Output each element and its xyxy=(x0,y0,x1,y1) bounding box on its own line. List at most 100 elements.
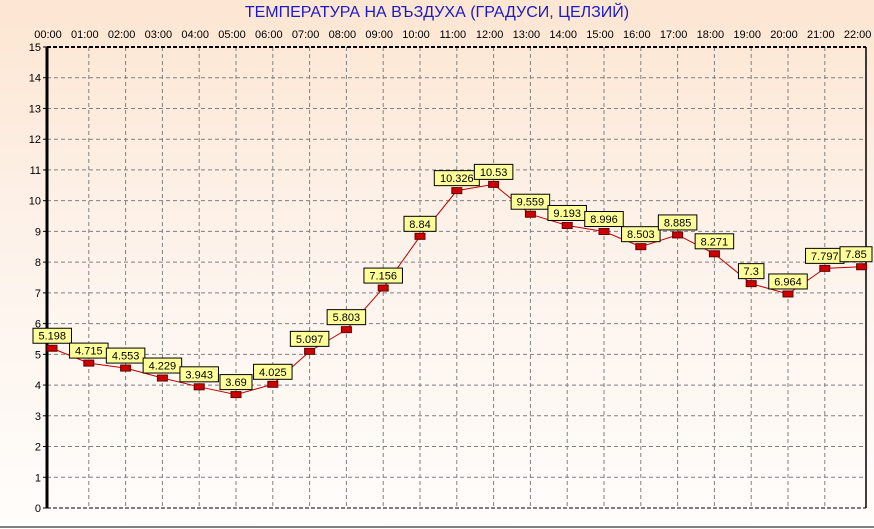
data-point xyxy=(672,231,684,239)
y-tick-label: 15 xyxy=(29,42,41,54)
data-label-box xyxy=(694,233,735,250)
y-tick-label: 12 xyxy=(29,134,41,146)
x-tick-label: 21:00 xyxy=(807,29,835,41)
data-label-box xyxy=(142,357,183,374)
data-label-box xyxy=(32,327,72,344)
data-label: 3.69 xyxy=(225,377,246,389)
x-tick-label: 15:00 xyxy=(586,29,614,41)
data-label: 10.53 xyxy=(480,167,508,179)
data-label-box xyxy=(621,226,661,243)
x-tick-label: 00:00 xyxy=(34,29,62,41)
data-label-box xyxy=(105,347,146,364)
data-point xyxy=(856,263,868,271)
data-point xyxy=(304,347,316,355)
data-point xyxy=(46,344,58,352)
data-point xyxy=(377,284,389,292)
x-tick-label: 01:00 xyxy=(71,29,99,41)
y-tick-label: 2 xyxy=(35,442,41,454)
y-tick-label: 10 xyxy=(29,196,41,208)
x-tick-label: 02:00 xyxy=(108,29,136,41)
y-tick-label: 8 xyxy=(35,257,41,269)
x-tick-label: 09:00 xyxy=(365,29,393,41)
x-tick-label: 06:00 xyxy=(255,29,283,41)
data-label-box xyxy=(473,163,514,180)
x-tick-label: 11:00 xyxy=(439,29,466,41)
x-tick-label: 12:00 xyxy=(476,29,504,41)
data-point xyxy=(267,380,279,388)
data-point xyxy=(414,232,426,240)
data-label: 7.3 xyxy=(744,266,759,278)
data-point xyxy=(83,359,95,367)
y-tick-label: 11 xyxy=(30,165,41,177)
data-point xyxy=(451,187,463,195)
data-label: 6.964 xyxy=(774,276,802,288)
data-point xyxy=(230,391,242,399)
data-label-box xyxy=(737,263,765,280)
data-point xyxy=(745,280,757,288)
data-point xyxy=(598,228,610,236)
data-point xyxy=(819,264,831,272)
x-tick-label: 10:00 xyxy=(402,29,430,41)
x-tick-label: 05:00 xyxy=(218,29,246,41)
data-label-box xyxy=(768,273,808,290)
data-label: 9.559 xyxy=(517,197,545,209)
y-tick-label: 3 xyxy=(35,411,41,423)
data-label: 4.715 xyxy=(75,346,103,358)
data-label: 3.943 xyxy=(185,369,213,381)
data-label: 8.996 xyxy=(590,214,618,226)
x-tick-label: 17:00 xyxy=(660,29,688,41)
data-point xyxy=(782,290,794,298)
data-point xyxy=(120,364,132,372)
data-label: 7.156 xyxy=(369,271,397,283)
data-point xyxy=(488,180,500,188)
x-tick-label: 13:00 xyxy=(513,29,541,41)
data-label: 10.326 xyxy=(440,173,474,185)
data-label: 5.097 xyxy=(296,334,324,346)
data-point xyxy=(561,221,573,229)
x-tick-label: 03:00 xyxy=(145,29,173,41)
data-label: 8.885 xyxy=(664,217,692,229)
chart-title: ТЕМПЕРАТУРА НА ВЪЗДУХА (ГРАДУСИ, ЦЕЛЗИЙ) xyxy=(244,4,630,21)
data-point xyxy=(340,326,352,334)
x-tick-label: 19:00 xyxy=(733,29,761,41)
data-label: 4.025 xyxy=(259,367,287,379)
y-tick-label: 14 xyxy=(29,73,41,85)
data-label: 9.193 xyxy=(553,208,581,220)
y-tick-label: 7 xyxy=(35,288,41,300)
data-label-box xyxy=(363,267,403,284)
data-label: 7.85 xyxy=(845,249,866,261)
data-label: 4.553 xyxy=(112,351,140,363)
data-label: 8.503 xyxy=(627,229,655,241)
y-tick-label: 13 xyxy=(29,103,41,115)
data-label: 8.84 xyxy=(409,219,430,231)
data-label-box xyxy=(584,211,624,228)
data-point xyxy=(193,383,205,391)
data-label-box xyxy=(289,330,330,347)
x-tick-label: 18:00 xyxy=(697,29,725,41)
y-tick-label: 6 xyxy=(35,319,41,331)
data-point xyxy=(524,210,536,218)
x-tick-label: 22:00 xyxy=(844,29,872,41)
data-label-box xyxy=(839,246,873,263)
data-point xyxy=(156,374,168,382)
data-label-box xyxy=(403,215,437,232)
data-label: 4.229 xyxy=(149,361,177,373)
y-tick-label: 0 xyxy=(35,503,41,515)
x-tick-label: 07:00 xyxy=(292,29,320,41)
x-tick-label: 04:00 xyxy=(181,29,209,41)
x-tick-label: 08:00 xyxy=(329,29,357,41)
data-label-box xyxy=(219,374,253,391)
data-label: 5.803 xyxy=(333,312,361,324)
y-tick-label: 4 xyxy=(35,380,41,392)
x-tick-label: 16:00 xyxy=(623,29,651,41)
x-tick-label: 20:00 xyxy=(770,29,798,41)
data-point xyxy=(635,243,647,251)
data-point xyxy=(708,250,720,258)
y-tick-label: 5 xyxy=(35,349,41,361)
data-label: 7.797 xyxy=(811,251,839,263)
data-label-box xyxy=(179,366,219,383)
data-label-box xyxy=(253,363,293,380)
y-tick-label: 9 xyxy=(35,226,41,238)
data-label: 8.271 xyxy=(701,236,729,248)
